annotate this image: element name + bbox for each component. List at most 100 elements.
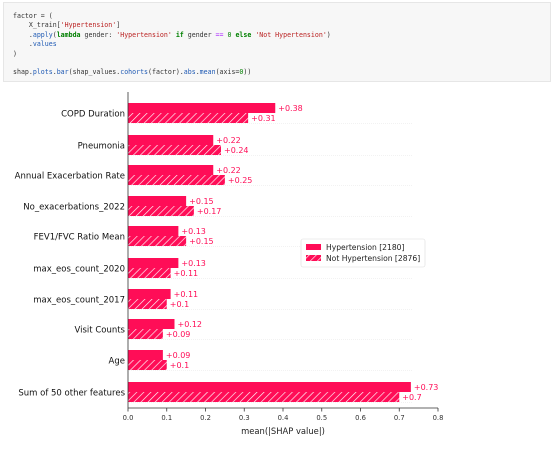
x-tick-label: 0.8 [433,414,444,422]
bar [128,226,179,236]
x-tick-label: 0.1 [161,414,172,422]
bar-value-label: +0.31 [251,114,276,123]
bar-value-label: +0.73 [414,383,439,392]
code-token: . [13,30,33,39]
bar-value-label: +0.09 [166,351,191,360]
feature-label: max_eos_count_2020 [33,265,125,275]
bar [128,350,163,360]
bar-value-label: +0.17 [197,207,222,216]
legend-label: Not Hypertension [2876] [326,254,420,263]
code-token: values [32,40,57,49]
x-tick-label: 0.4 [278,414,289,422]
feature-label: Sum of 50 other features [18,389,125,399]
code-token: )) [243,68,252,77]
code-token: 0 [227,30,232,39]
code-token: gender: [80,30,117,39]
bar [128,236,187,246]
code-token: else [235,30,252,39]
bar [128,165,214,175]
code-cell[interactable]: factor = ( X_train['Hypertension'] .appl… [3,2,551,82]
code-line: factor = ( [13,12,53,20]
code-token: plots [32,68,53,77]
x-axis-title: mean(|SHAP value|) [241,426,325,436]
code-token: lambda [56,30,81,39]
bar [128,299,167,309]
code-token: mean [199,68,216,77]
bar [128,360,167,370]
x-tick-label: 0.5 [316,414,327,422]
code-token: apply [32,30,53,39]
code-text[interactable]: factor = ( X_train['Hypertension'] .appl… [4,3,550,78]
bar [128,329,163,339]
bar-value-label: +0.13 [181,259,206,268]
bar [128,113,249,123]
bar [128,268,171,278]
bar-value-label: +0.25 [228,176,253,185]
x-tick-label: 0.7 [394,414,405,422]
bar-value-label: +0.38 [278,104,303,113]
bar [128,392,400,402]
code-token: shap. [13,68,33,77]
code-line: shap.plots.bar(shap_values.cohorts(facto… [13,68,251,76]
code-token: . [52,68,57,77]
bar [128,175,225,185]
code-token: ) [13,49,17,58]
code-token: gender [183,30,216,39]
legend-box [300,238,426,268]
code-token: . [13,40,33,49]
bar [128,145,221,155]
code-token: ] [116,21,121,30]
code-line: .values [13,40,57,48]
bar-value-label: +0.11 [174,290,199,299]
feature-label: FEV1/FVC Ratio Mean [34,233,125,243]
bar-value-label: +0.22 [216,166,241,175]
bar [128,196,187,206]
bar-value-label: +0.11 [174,269,199,278]
code-token: factor = ( [13,12,53,20]
code-token: bar [56,68,69,77]
feature-label: No_exacerbations_2022 [23,203,125,213]
code-token: abs [183,68,196,77]
x-tick-label: 0.2 [200,414,211,422]
code-token: cohorts [120,68,149,77]
code-token: (factor). [148,68,184,77]
legend-swatch [306,255,321,261]
bar-value-label: +0.15 [189,237,214,246]
x-tick-label: 0.6 [355,414,366,422]
feature-label: Annual Exacerbation Rate [15,172,125,182]
code-token: 'Not Hypertension' [255,30,327,39]
bar [128,135,214,145]
bar [128,258,179,268]
feature-label: max_eos_count_2017 [33,296,125,306]
bar-value-label: +0.1 [170,361,189,370]
bar [128,289,171,299]
bar [128,319,175,329]
bar-value-label: +0.15 [189,197,214,206]
bar-value-label: +0.24 [224,146,249,155]
bar-value-label: +0.13 [181,227,206,236]
x-tick-label: 0.3 [239,414,250,422]
code-token: ) [326,30,331,39]
bar-value-label: +0.12 [178,320,203,329]
legend-swatch [306,244,321,250]
bar [128,382,411,392]
code-line: ) [13,50,17,58]
bar [128,103,276,113]
legend-label: Hypertension [2180] [326,243,405,252]
code-token: X_train[ [13,21,61,30]
code-token: 'Hypertension' [116,30,172,39]
code-token: ( [52,30,57,39]
bar-value-label: +0.7 [402,393,421,402]
feature-label: COPD Duration [61,110,125,120]
feature-label: Visit Counts [75,326,126,336]
feature-label: Pneumonia [78,142,125,152]
bar-value-label: +0.09 [166,330,191,339]
shap-bar-chart: COPD Duration+0.38+0.31Pneumonia+0.22+0.… [15,92,444,436]
code-token: (axis= [215,68,240,77]
code-token: 'Hypertension' [60,21,117,30]
bar-value-label: +0.22 [216,136,241,145]
bar [128,206,194,216]
code-token: (shap_values. [68,68,121,77]
code-token: == [215,30,224,39]
code-token: . [195,68,200,77]
